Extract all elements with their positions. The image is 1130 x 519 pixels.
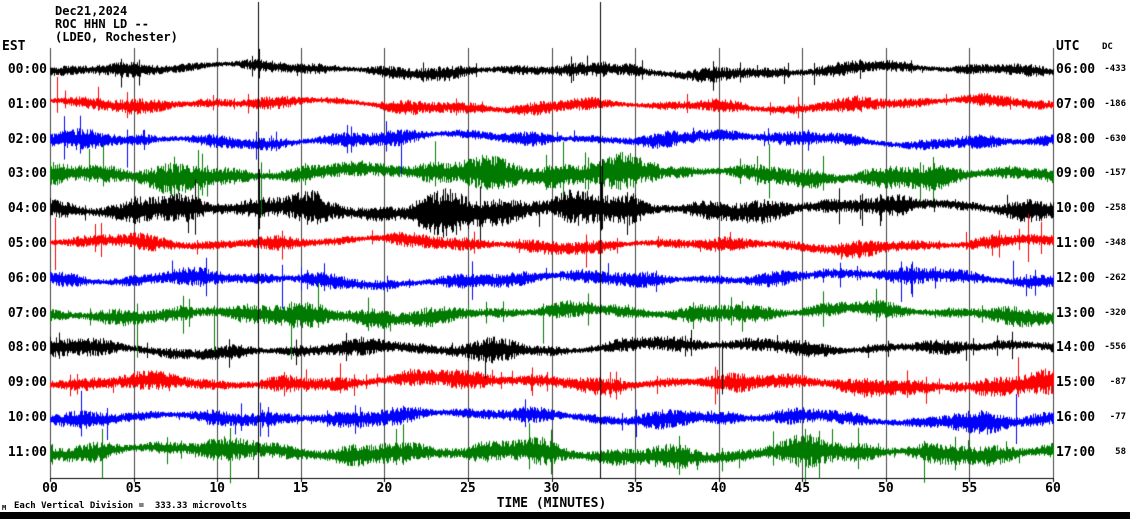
utc-time-label: 14:00	[1056, 340, 1096, 356]
est-time-label: 03:00	[7, 166, 47, 182]
x-tick-label: 35	[627, 481, 643, 496]
dc-offset-value: -77	[1109, 412, 1126, 422]
bottom-border-bar	[0, 512, 1130, 519]
utc-time-label: 09:00	[1056, 166, 1096, 182]
est-time-label: 10:00	[7, 410, 47, 425]
title-date: Dec21,2024	[55, 4, 128, 18]
x-tick-label: 30	[543, 481, 560, 496]
dc-offset-value: 58	[1115, 446, 1126, 457]
est-time-label: 08:00	[7, 340, 47, 356]
dc-offset-value: -186	[1104, 98, 1126, 109]
est-time-label: 04:00	[7, 201, 47, 217]
x-tick-label: 15	[292, 481, 309, 496]
x-tick-label: 40	[710, 481, 727, 496]
utc-time-label: 06:00	[1056, 62, 1096, 77]
dc-offset-value: -433	[1104, 64, 1126, 74]
dc-offset-value: -157	[1104, 168, 1126, 179]
x-tick-label: 00	[42, 481, 58, 496]
utc-time-label: 16:00	[1056, 410, 1096, 425]
utc-time-label: 08:00	[1056, 131, 1096, 147]
est-time-label: 05:00	[7, 236, 47, 251]
est-time-label: 06:00	[7, 270, 47, 286]
utc-time-label: 15:00	[1056, 375, 1096, 391]
utc-time-label: 13:00	[1056, 305, 1096, 321]
x-axis-title: TIME (MINUTES)	[496, 496, 607, 511]
x-tick-label: 05	[125, 481, 142, 496]
est-time-label: 02:00	[7, 131, 47, 147]
dc-offset-value: -348	[1104, 238, 1126, 248]
utc-time-label: 11:00	[1056, 236, 1096, 251]
est-time-label: 07:00	[7, 305, 47, 321]
utc-time-label: 07:00	[1056, 96, 1096, 112]
title-location: (LDEO, Rochester)	[55, 30, 178, 44]
utc-axis-label: UTC	[1056, 39, 1080, 54]
x-tick-label: 50	[878, 481, 894, 496]
est-time-label: 09:00	[7, 375, 47, 391]
est-time-label: 11:00	[7, 444, 47, 460]
est-axis-label: EST	[2, 39, 26, 54]
est-time-label: 01:00	[7, 96, 47, 112]
footer-mark: M	[2, 504, 7, 512]
x-tick-label: 45	[794, 481, 811, 496]
dc-offset-value: -262	[1104, 272, 1126, 283]
dc-offset-value: -87	[1109, 377, 1126, 388]
x-tick-label: 60	[1045, 481, 1061, 496]
dc-column-label: DC	[1102, 42, 1113, 52]
title-station: ROC HHN LD --	[55, 17, 149, 31]
dc-offset-value: -320	[1104, 307, 1126, 318]
est-time-label: 00:00	[7, 62, 47, 77]
x-tick-label: 55	[961, 481, 978, 496]
dc-offset-value: -556	[1104, 342, 1126, 353]
dc-offset-value: -630	[1104, 133, 1126, 144]
x-tick-label: 20	[376, 481, 393, 496]
dc-offset-value: -258	[1104, 203, 1126, 214]
footer-note: Each Vertical Division = 333.33 microvol…	[14, 501, 247, 511]
utc-time-label: 10:00	[1056, 201, 1096, 217]
x-tick-label: 25	[460, 481, 476, 496]
utc-time-label: 12:00	[1056, 270, 1096, 286]
x-tick-label: 10	[209, 481, 225, 496]
utc-time-label: 17:00	[1056, 444, 1096, 460]
